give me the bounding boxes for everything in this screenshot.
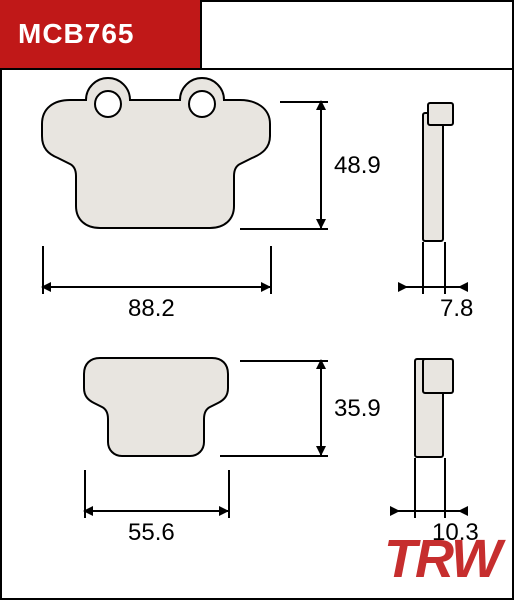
pad-bottom-side (414, 358, 444, 458)
dim-top-height-line (320, 101, 322, 228)
ext-th-t (280, 101, 328, 103)
title-divider (0, 68, 514, 70)
part-number: MCB765 (18, 18, 134, 50)
dim-top-height-label: 48.9 (334, 152, 381, 180)
ext-bh-b (220, 455, 328, 457)
pad-top-side (422, 112, 444, 242)
ext-bw-r (228, 470, 230, 518)
dim-top-width-label: 88.2 (128, 295, 175, 323)
pad-bottom-front (82, 350, 242, 470)
dim-bot-height-label: 35.9 (334, 395, 381, 423)
ext-bh-t (240, 360, 328, 362)
title-bar: MCB765 (0, 0, 200, 68)
dim-top-thick-line (398, 286, 468, 288)
ext-bt-r (444, 458, 446, 518)
ext-tt-l (422, 242, 424, 294)
ext-tw-l (42, 246, 44, 294)
dim-bot-thick-line (390, 510, 468, 512)
ext-th-b (240, 228, 328, 230)
ext-bt-l (414, 458, 416, 518)
title-vdiv (200, 0, 202, 68)
ext-tt-r (444, 242, 446, 294)
dim-bot-width-label: 55.6 (128, 519, 175, 547)
ext-bw-l (84, 470, 86, 518)
dim-top-thick-label: 7.8 (440, 295, 473, 323)
ext-tw-r (270, 246, 272, 294)
brand-logo: TRW (384, 528, 500, 590)
dim-bot-width-line (84, 510, 228, 512)
dim-bot-height-line (320, 360, 322, 455)
pad-top-front (30, 96, 280, 246)
dim-top-width-line (42, 286, 270, 288)
